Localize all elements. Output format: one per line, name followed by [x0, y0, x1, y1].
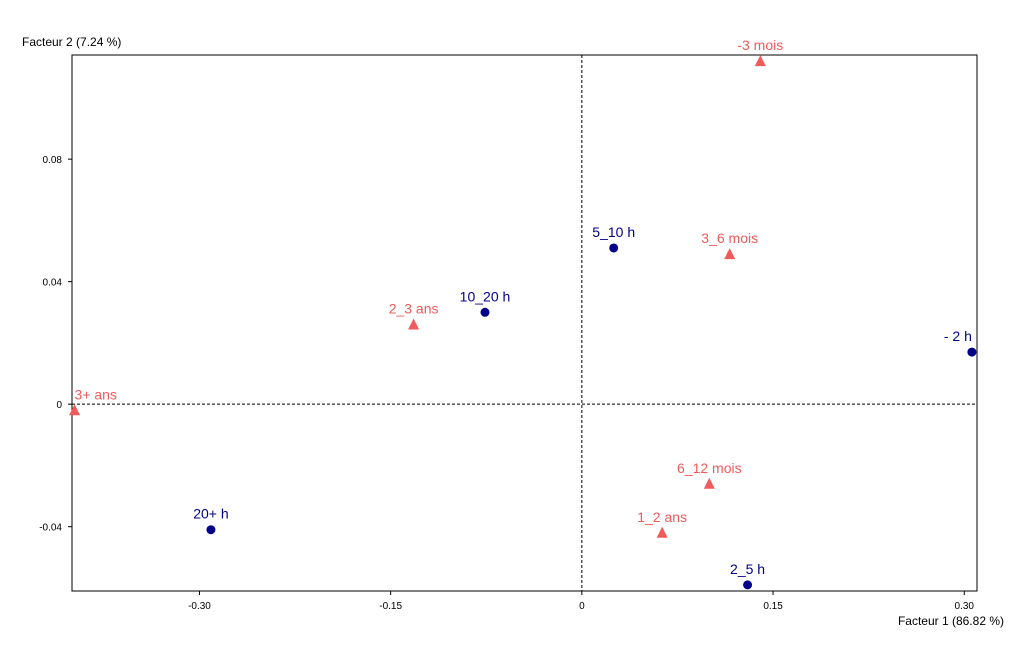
triangle-point	[703, 477, 715, 489]
x-axis-title: Facteur 1 (86.82 %)	[898, 614, 1004, 628]
circle-point	[967, 347, 977, 357]
x-tick-label: -0.15	[379, 601, 402, 612]
triangle-point	[754, 55, 766, 67]
point-label: -3 mois	[737, 37, 783, 53]
y-tick-label: 0	[56, 400, 62, 411]
circle-point	[609, 243, 619, 253]
y-axis-title: Facteur 2 (7.24 %)	[22, 35, 121, 49]
y-tick-label: -0.04	[39, 523, 62, 534]
plot-frame	[71, 54, 978, 592]
point-label: 3+ ans	[75, 386, 117, 402]
point-label: 20+ h	[193, 506, 228, 522]
point-label: 6_12 mois	[677, 460, 742, 476]
point-label: 10_20 h	[460, 288, 511, 304]
y-tick-label: 0.04	[43, 278, 63, 289]
triangle-point	[69, 404, 81, 416]
x-tick-label: 0	[579, 601, 585, 612]
point-label: 2_5 h	[730, 561, 765, 577]
x-axis-ticks: -0.30 -0.15 0 0.15 0.30	[188, 591, 974, 612]
point-label: 5_10 h	[592, 224, 635, 240]
x-tick-label: -0.30	[188, 601, 211, 612]
x-tick-label: 0.30	[955, 601, 975, 612]
triangle-point	[408, 318, 420, 330]
y-axis-ticks: 0.08 0.04 0 -0.04	[39, 155, 72, 534]
circle-point	[206, 525, 216, 535]
y-tick-label: 0.08	[43, 155, 63, 166]
reference-lines	[72, 55, 977, 591]
point-label: 2_3 ans	[389, 301, 439, 317]
triangle-point	[656, 526, 668, 538]
x-tick-label: 0.15	[763, 601, 783, 612]
point-label: - 2 h	[944, 328, 972, 344]
point-label: 3_6 mois	[701, 230, 758, 246]
circle-point	[480, 307, 490, 317]
point-label: 1_2 ans	[637, 509, 687, 525]
circle-point	[743, 580, 753, 590]
triangle-point	[724, 248, 736, 260]
data-points: 5_10 h 10_20 h - 2 h 20+ h 2_5 h -3 mois 3_6 m…	[69, 37, 977, 590]
